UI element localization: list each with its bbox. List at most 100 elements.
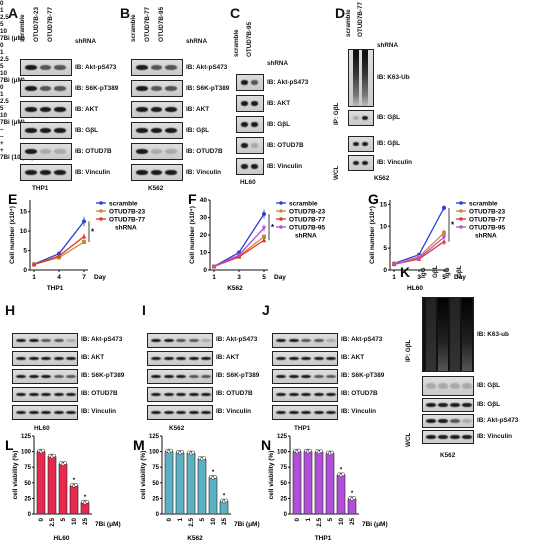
x-tick-label: 2.5 xyxy=(316,518,323,527)
band xyxy=(54,86,66,91)
blot-strip xyxy=(147,387,213,402)
blot-label: IB: S6K-pT389 xyxy=(341,372,385,379)
dose-label: 0 xyxy=(0,0,4,7)
bar xyxy=(347,498,357,515)
smear-band xyxy=(426,298,436,371)
blot-label: IB: OTUD7B xyxy=(216,390,253,397)
blot-strip xyxy=(147,405,213,420)
legend-marker xyxy=(279,217,283,221)
shrna-label: shRNA xyxy=(75,38,96,45)
blot-label: IB: AKT xyxy=(75,105,99,113)
band xyxy=(41,374,52,379)
data-point xyxy=(442,230,446,235)
blot-strip xyxy=(422,376,474,396)
band xyxy=(188,374,199,379)
band xyxy=(176,410,187,415)
legend-suffix: shRNA xyxy=(115,224,137,231)
band xyxy=(16,338,26,343)
band xyxy=(450,435,460,439)
dose-label: 1 xyxy=(0,49,4,56)
band xyxy=(151,374,161,379)
band xyxy=(41,410,52,415)
band xyxy=(251,164,258,169)
x-tick-label: 5 xyxy=(60,518,67,522)
replicate-dot xyxy=(63,461,67,465)
band xyxy=(462,403,472,407)
blot-label: IB: K63-Ub xyxy=(377,74,410,81)
blot-strip xyxy=(147,351,213,366)
dose-label: 2.5 xyxy=(0,56,9,63)
band xyxy=(313,356,324,361)
lane-label: scramble xyxy=(233,29,240,57)
y-tick-label: 10 xyxy=(380,223,388,230)
cell-line-label: K562 xyxy=(169,425,185,432)
band xyxy=(276,410,286,415)
blot-label: IB: Akt-pS473 xyxy=(477,417,519,424)
blot-strip xyxy=(422,430,474,444)
blot-label: IB: Vinculin xyxy=(377,159,413,166)
band xyxy=(188,410,199,415)
band xyxy=(301,374,312,379)
data-point xyxy=(262,212,266,216)
band xyxy=(438,403,448,407)
blot-label: IB: Vinculin xyxy=(81,408,117,415)
bar xyxy=(36,451,46,515)
y-tick-label: 50 xyxy=(280,481,287,487)
data-point xyxy=(441,235,447,240)
band xyxy=(165,65,177,70)
wcl-label: WCL xyxy=(333,165,340,180)
lane-label: scramble xyxy=(130,14,137,42)
band xyxy=(136,128,148,133)
wcl-label: WCL xyxy=(405,432,412,447)
lane-label: OTUD7B-23 xyxy=(33,7,40,42)
band xyxy=(39,86,52,91)
lane-label: OTUD7B-77 xyxy=(144,7,151,42)
band xyxy=(201,338,212,343)
significance-star: * xyxy=(351,491,354,497)
y-tick-label: 50 xyxy=(24,481,31,487)
significance-star: * xyxy=(212,470,215,476)
replicate-dot xyxy=(180,449,184,454)
band xyxy=(41,356,52,361)
cell-line-label: K562 xyxy=(374,175,390,182)
significance-star: * xyxy=(91,228,95,237)
sign-label: – xyxy=(0,126,4,133)
blot-label: IB: Vinculin xyxy=(186,168,222,176)
significance-star: * xyxy=(451,221,455,230)
blot-strip xyxy=(348,136,374,152)
blot-strip xyxy=(272,333,338,348)
cell-line-label: THP1 xyxy=(315,535,332,542)
x-tick-label: 1 xyxy=(177,518,184,522)
blot-label: IB: OTUD7B xyxy=(341,390,378,397)
x-tick-label: 10 xyxy=(71,518,78,526)
blot-label: IB: Vinculin xyxy=(267,162,303,170)
y-tick-label: 0 xyxy=(203,267,207,274)
shrna-label: shRNA xyxy=(186,38,207,45)
band xyxy=(53,338,64,343)
replicate-dot xyxy=(74,483,78,487)
x-tick-label: 10 xyxy=(210,518,217,526)
legend-label: OTUD7B-23 xyxy=(289,208,326,215)
band xyxy=(25,170,37,175)
bar xyxy=(303,451,313,515)
legend-label: OTUD7B-95 xyxy=(289,224,326,231)
band xyxy=(25,128,37,133)
panel-f-letter: F xyxy=(188,191,197,207)
blot-label: IB: Akt-pS473 xyxy=(186,63,228,71)
blot-label: IB: Akt-pS473 xyxy=(81,336,123,343)
legend-label: OTUD7B-77 xyxy=(469,216,506,223)
band xyxy=(201,374,212,379)
band xyxy=(362,115,368,121)
band xyxy=(136,170,148,175)
band xyxy=(450,383,460,389)
blot-label: IB: OTUD7B xyxy=(267,141,304,149)
x-tick-label: 1 xyxy=(212,274,216,281)
cell-line-label: HL60 xyxy=(240,179,256,186)
band xyxy=(66,374,77,379)
band xyxy=(201,356,212,361)
band xyxy=(188,392,199,397)
band xyxy=(16,374,26,379)
cell-line-label: K562 xyxy=(440,452,456,459)
y-tick-label: 5 xyxy=(23,248,27,255)
dose-label: 1 xyxy=(0,91,4,98)
